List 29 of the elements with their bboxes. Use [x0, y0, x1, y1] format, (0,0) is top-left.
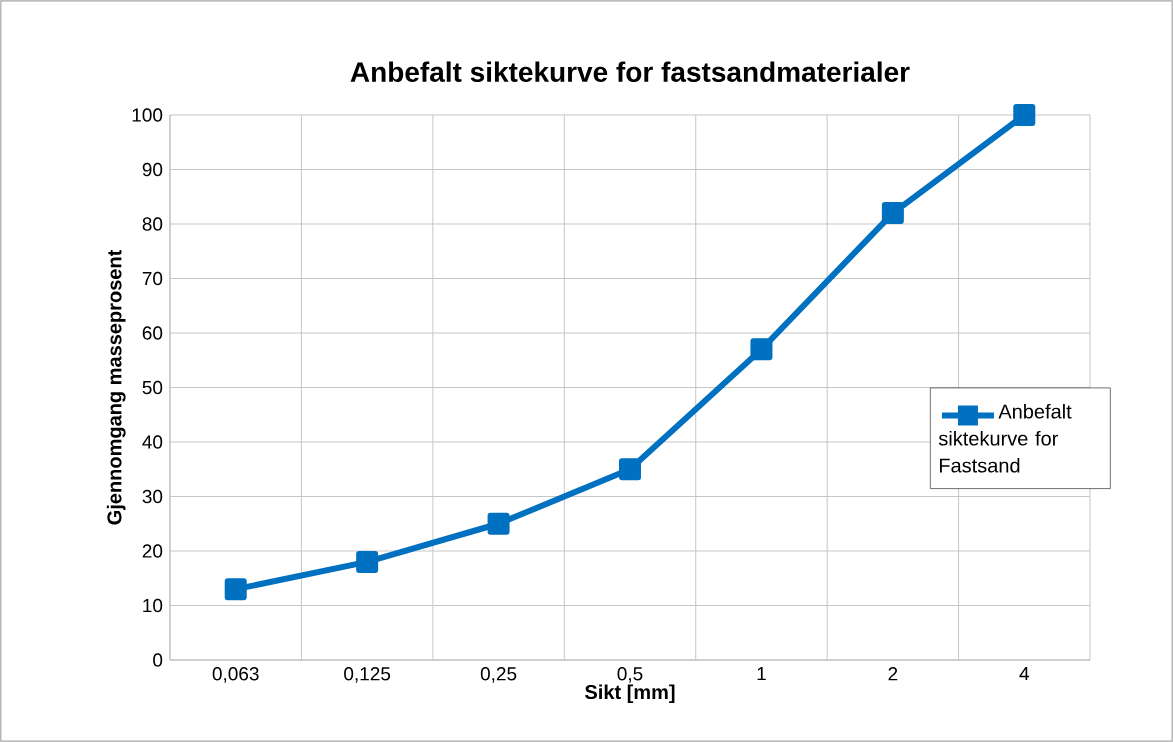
x-tick-label: 1 [757, 667, 766, 681]
x-tick-label: 0,063 [212, 667, 259, 683]
x-tick-label: 0,125 [344, 667, 391, 683]
x-tick-label: 0,25 [480, 667, 517, 683]
y-tick-label: 60 [142, 326, 163, 340]
point [750, 338, 773, 361]
y-axis-title: Gjennomgang masseprosent [106, 249, 126, 525]
x-axis-title: Sikt [mm] [585, 684, 675, 704]
y-tick-label: 0 [153, 653, 163, 667]
y-tick-label: 30 [142, 489, 163, 504]
point [619, 458, 642, 481]
y-tick-label: 50 [142, 380, 163, 395]
y-tick-label: 90 [142, 162, 163, 177]
legend-label: Anbefalt siktekurve for Fastsand [938, 403, 1072, 473]
x-tick-label: 0,5 [617, 667, 643, 683]
chart-title: Anbefalt siktekurve for fastsandmaterialer [350, 61, 910, 83]
y-tick-label: 80 [142, 217, 163, 231]
point [487, 512, 510, 535]
y-tick-label: 100 [132, 108, 163, 122]
x-tick-label: 4 [1019, 667, 1030, 681]
point [881, 202, 904, 225]
point [224, 578, 247, 601]
y-tick-label: 40 [142, 435, 163, 449]
point [356, 550, 379, 573]
point [1013, 103, 1036, 126]
x-tick-label: 2 [888, 667, 898, 681]
y-tick-label: 10 [143, 598, 163, 613]
y-tick-label: 20 [142, 544, 163, 558]
y-tick-label: 70 [142, 271, 163, 286]
